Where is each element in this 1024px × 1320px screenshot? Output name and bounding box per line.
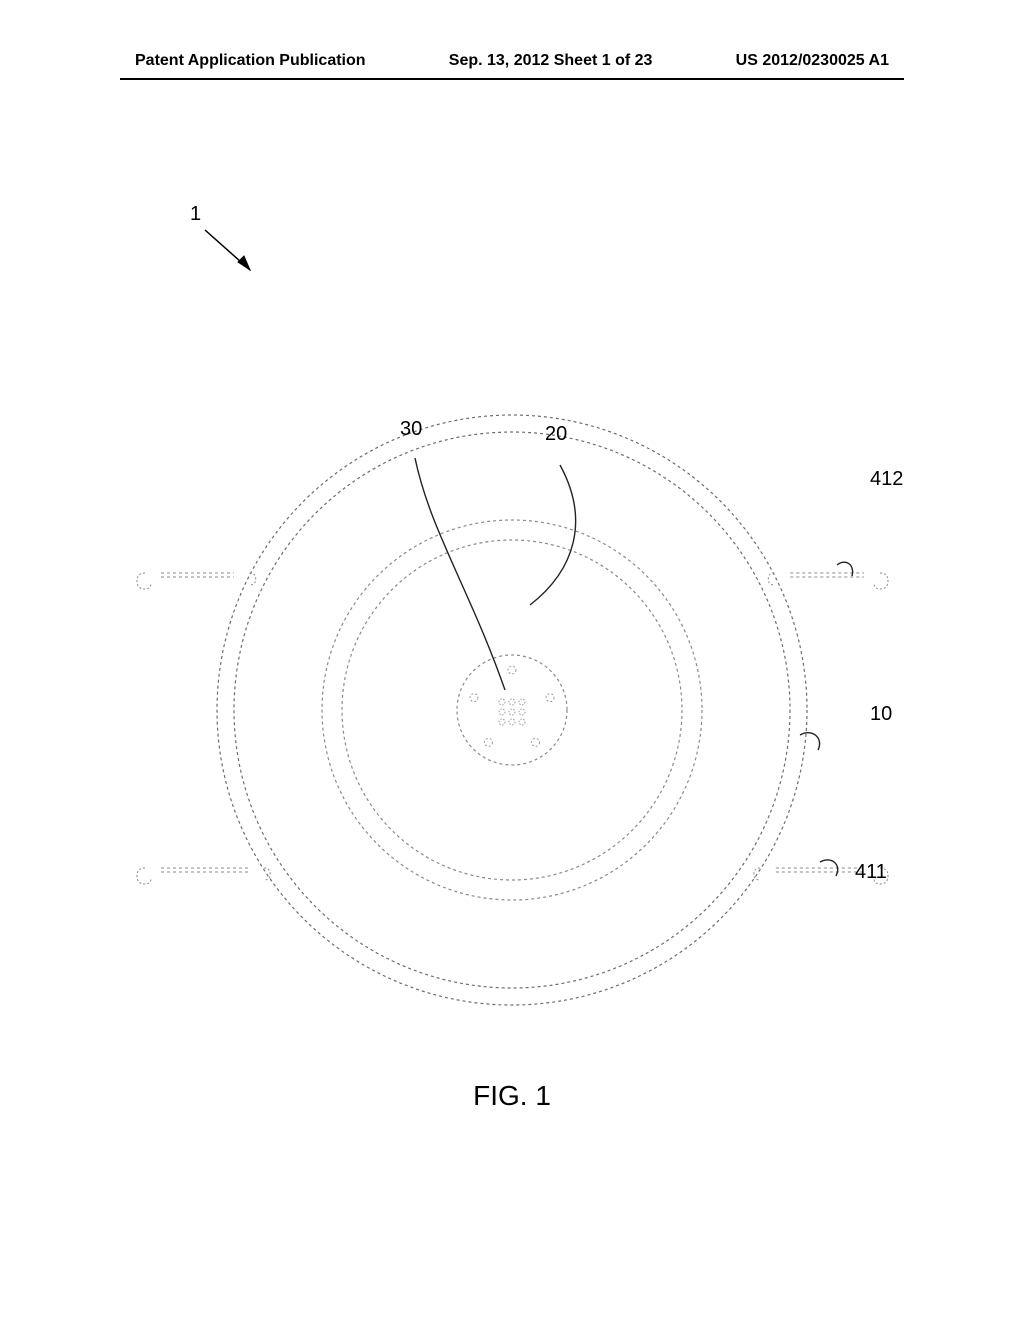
figure-1: 1 30 20 412 10 411 [0, 150, 1024, 1150]
ref-label-30: 30 [400, 418, 422, 440]
header-right: US 2012/0230025 A1 [736, 52, 889, 70]
ref-label-10: 10 [870, 703, 892, 725]
figure-svg: 1 30 20 412 10 411 [0, 150, 1024, 1150]
header-center: Sep. 13, 2012 Sheet 1 of 23 [449, 52, 653, 70]
ref-label-412: 412 [870, 468, 903, 490]
ref-label-1: 1 [190, 203, 201, 225]
ref-label-20: 20 [545, 423, 567, 445]
page: Patent Application Publication Sep. 13, … [0, 0, 1024, 1320]
ref-label-411: 411 [855, 861, 887, 883]
figure-caption: FIG. 1 [0, 1080, 1024, 1112]
header-left: Patent Application Publication [135, 52, 366, 70]
page-header: Patent Application Publication Sep. 13, … [0, 52, 1024, 70]
header-rule [120, 78, 904, 80]
